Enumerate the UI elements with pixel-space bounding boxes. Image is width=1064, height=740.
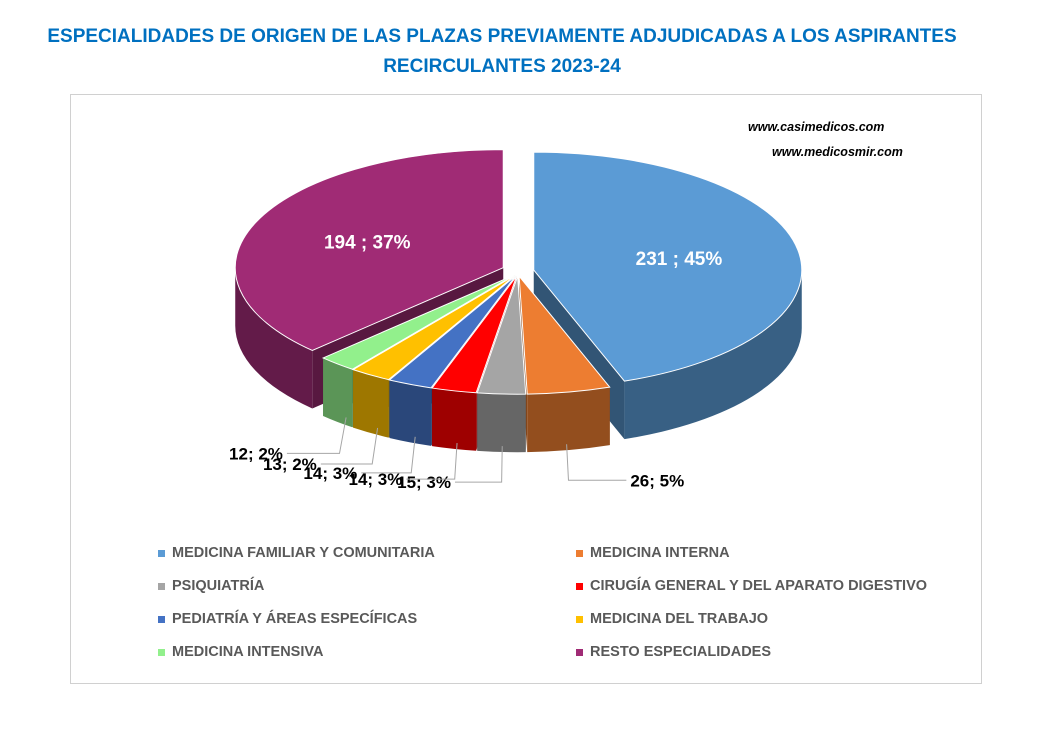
slice-side-7 — [235, 267, 313, 409]
legend-item: CIRUGÍA GENERAL Y DEL APARATO DIGESTIVO — [576, 578, 927, 594]
chart-title: ESPECIALIDADES DE ORIGEN DE LAS PLAZAS P… — [0, 22, 1004, 82]
slice-side-3 — [432, 388, 477, 451]
data-label-6: 12; 2% — [229, 444, 283, 463]
legend-swatch — [158, 582, 165, 590]
legend-swatch — [576, 615, 583, 623]
legend-label: MEDICINA DEL TRABAJO — [590, 611, 769, 627]
slice-side-5 — [353, 369, 389, 438]
legend-item: RESTO ESPECIALIDADES — [576, 644, 771, 660]
slice-side-0 — [624, 270, 802, 440]
legend-item: MEDICINA INTENSIVA — [158, 644, 323, 660]
slice-medicina-interna — [518, 274, 611, 395]
legend-item: PEDIATRÍA Y ÁREAS ESPECÍFICAS — [158, 611, 417, 627]
legend-label: MEDICINA INTENSIVA — [172, 644, 324, 660]
legend-swatch — [158, 648, 165, 656]
slice-side-1 — [527, 387, 610, 453]
data-label-1: 26; 5% — [630, 471, 684, 490]
legend-label: PEDIATRÍA Y ÁREAS ESPECÍFICAS — [172, 611, 418, 627]
leader-line-5 — [320, 427, 379, 465]
chart-title-line2: RECIRCULANTES 2023-24 — [383, 56, 621, 77]
slice-medicina-del-trabajo — [351, 275, 516, 381]
data-label-3: 14; 3% — [348, 470, 402, 489]
data-label-5: 13; 2% — [263, 455, 317, 474]
legend-label: MEDICINA FAMILIAR Y COMUNITARIA — [172, 545, 435, 561]
slice-side-4 — [389, 379, 432, 446]
slice-side-6 — [323, 357, 353, 428]
slice-psiquiatr-a — [476, 276, 527, 395]
legend-item: MEDICINA INTERNA — [576, 545, 730, 561]
pie-tops — [234, 149, 803, 395]
watermark-medicosmir: www.medicosmir.com — [772, 145, 903, 159]
data-label-4: 14; 3% — [303, 464, 357, 483]
data-label-7: 194 ; 37% — [324, 233, 411, 254]
legend-swatch — [158, 615, 165, 623]
legend-label: CIRUGÍA GENERAL Y DEL APARATO DIGESTIVO — [590, 578, 928, 594]
leader-line-4 — [361, 436, 416, 474]
slice-side-2 — [477, 392, 526, 453]
slice-medicina-intensiva — [321, 274, 515, 370]
leader-line-2 — [455, 446, 503, 483]
slice-pediatr-a-y-reas-espec-ficas — [388, 275, 517, 389]
data-label-0: 231 ; 45% — [636, 249, 723, 270]
slice-cirug-a-general-y-del-aparato-digestivo — [431, 275, 518, 394]
legend-item: MEDICINA FAMILIAR Y COMUNITARIA — [158, 545, 435, 561]
leader-line-6 — [286, 417, 347, 454]
data-labels: 231 ; 45%26; 5%15; 3%14; 3%14; 3%13; 2%1… — [229, 233, 722, 492]
slice-resto-especialidades — [234, 149, 504, 352]
data-label-2: 15; 3% — [397, 473, 451, 492]
legend-label: MEDICINA INTERNA — [590, 545, 730, 561]
legend-item: PSIQUIATRÍA — [158, 578, 264, 594]
legend-label: PSIQUIATRÍA — [172, 578, 265, 594]
legend-swatch — [576, 549, 583, 557]
legend-swatch — [158, 549, 165, 557]
legend-swatch — [576, 648, 583, 656]
legend-item: MEDICINA DEL TRABAJO — [576, 611, 768, 627]
legend-label: RESTO ESPECIALIDADES — [590, 644, 772, 660]
slice-medicina-familiar-y-comunitaria — [533, 151, 803, 382]
chart-title-line1: ESPECIALIDADES DE ORIGEN DE LAS PLAZAS P… — [47, 26, 957, 47]
watermark-casimedicos: www.casimedicos.com — [748, 120, 885, 134]
leader-line-3 — [406, 443, 458, 480]
legend-swatch — [576, 582, 583, 590]
leader-line-1 — [566, 444, 627, 481]
